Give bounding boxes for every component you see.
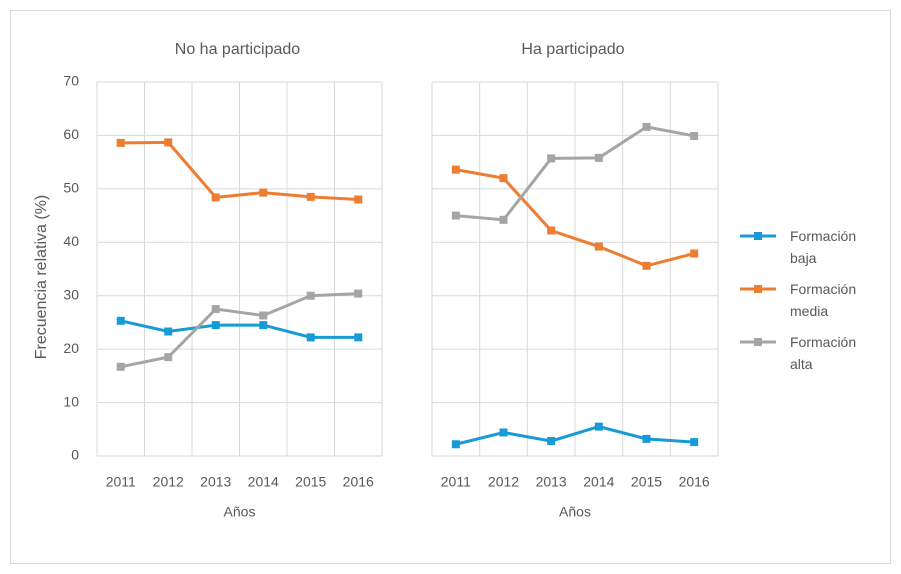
x-tick-label: 2012 bbox=[153, 474, 184, 490]
point-marker bbox=[354, 333, 363, 342]
point-marker bbox=[594, 422, 603, 431]
y-axis-label: Frecuencia relativa (%) bbox=[33, 195, 50, 360]
panel-title: No ha participado bbox=[175, 41, 301, 58]
point-marker bbox=[451, 440, 460, 449]
y-tick-label: 20 bbox=[63, 340, 79, 356]
y-tick-label: 0 bbox=[71, 447, 79, 463]
x-tick-label: 2014 bbox=[583, 474, 614, 490]
legend-label: Formación media bbox=[790, 281, 857, 319]
point-marker bbox=[164, 138, 173, 147]
legend-marker bbox=[754, 338, 762, 346]
x-tick-label: 2015 bbox=[631, 474, 662, 490]
x-tick-label: 2011 bbox=[106, 474, 136, 490]
y-tick-label: 10 bbox=[63, 393, 79, 409]
point-marker bbox=[259, 311, 268, 320]
point-marker bbox=[642, 122, 651, 131]
chart-frame bbox=[10, 10, 891, 564]
series-line bbox=[455, 425, 695, 446]
y-tick-label: 30 bbox=[63, 286, 79, 302]
x-axis-label: Años bbox=[559, 504, 591, 520]
point-marker bbox=[499, 215, 508, 224]
y-tick-label: 50 bbox=[63, 180, 79, 196]
series-line bbox=[120, 319, 359, 339]
series-line bbox=[120, 140, 359, 202]
legend-label: Formación alta bbox=[790, 334, 857, 372]
point-marker bbox=[306, 333, 315, 342]
x-tick-label: 2015 bbox=[295, 474, 326, 490]
point-marker bbox=[451, 165, 460, 174]
series-line bbox=[455, 168, 695, 268]
point-marker bbox=[642, 261, 651, 270]
x-tick-label: 2011 bbox=[441, 474, 471, 490]
x-tick-label: 2014 bbox=[248, 474, 279, 490]
x-tick-label: 2013 bbox=[200, 474, 231, 490]
point-marker bbox=[690, 249, 699, 258]
point-marker bbox=[690, 131, 699, 140]
x-tick-label: 2016 bbox=[679, 474, 710, 490]
x-tick-label: 2012 bbox=[488, 474, 519, 490]
panel-title: Ha participado bbox=[521, 41, 624, 58]
point-marker bbox=[451, 211, 460, 220]
y-tick-label: 70 bbox=[63, 73, 79, 89]
point-marker bbox=[259, 188, 268, 197]
point-marker bbox=[211, 305, 220, 314]
point-marker bbox=[354, 195, 363, 204]
point-marker bbox=[354, 289, 363, 298]
point-marker bbox=[594, 242, 603, 251]
point-marker bbox=[547, 437, 556, 446]
point-marker bbox=[594, 153, 603, 162]
point-marker bbox=[547, 226, 556, 235]
point-marker bbox=[642, 434, 651, 443]
point-marker bbox=[211, 321, 220, 330]
point-marker bbox=[116, 138, 125, 147]
point-marker bbox=[306, 291, 315, 300]
x-tick-label: 2013 bbox=[536, 474, 567, 490]
point-marker bbox=[259, 321, 268, 330]
point-marker bbox=[690, 438, 699, 447]
legend-marker bbox=[754, 232, 762, 240]
legend-marker bbox=[754, 285, 762, 293]
point-marker bbox=[499, 428, 508, 437]
series-line bbox=[120, 292, 359, 369]
point-marker bbox=[211, 193, 220, 202]
point-marker bbox=[164, 353, 173, 362]
point-marker bbox=[116, 362, 125, 371]
point-marker bbox=[547, 154, 556, 163]
point-marker bbox=[306, 192, 315, 201]
x-axis-label: Años bbox=[224, 504, 256, 520]
series-line bbox=[455, 125, 695, 222]
legend-label: Formación baja bbox=[790, 228, 857, 266]
point-marker bbox=[116, 316, 125, 325]
x-tick-label: 2016 bbox=[343, 474, 374, 490]
point-marker bbox=[164, 327, 173, 336]
y-tick-label: 40 bbox=[63, 233, 79, 249]
point-marker bbox=[499, 174, 508, 183]
y-tick-label: 60 bbox=[63, 126, 79, 142]
